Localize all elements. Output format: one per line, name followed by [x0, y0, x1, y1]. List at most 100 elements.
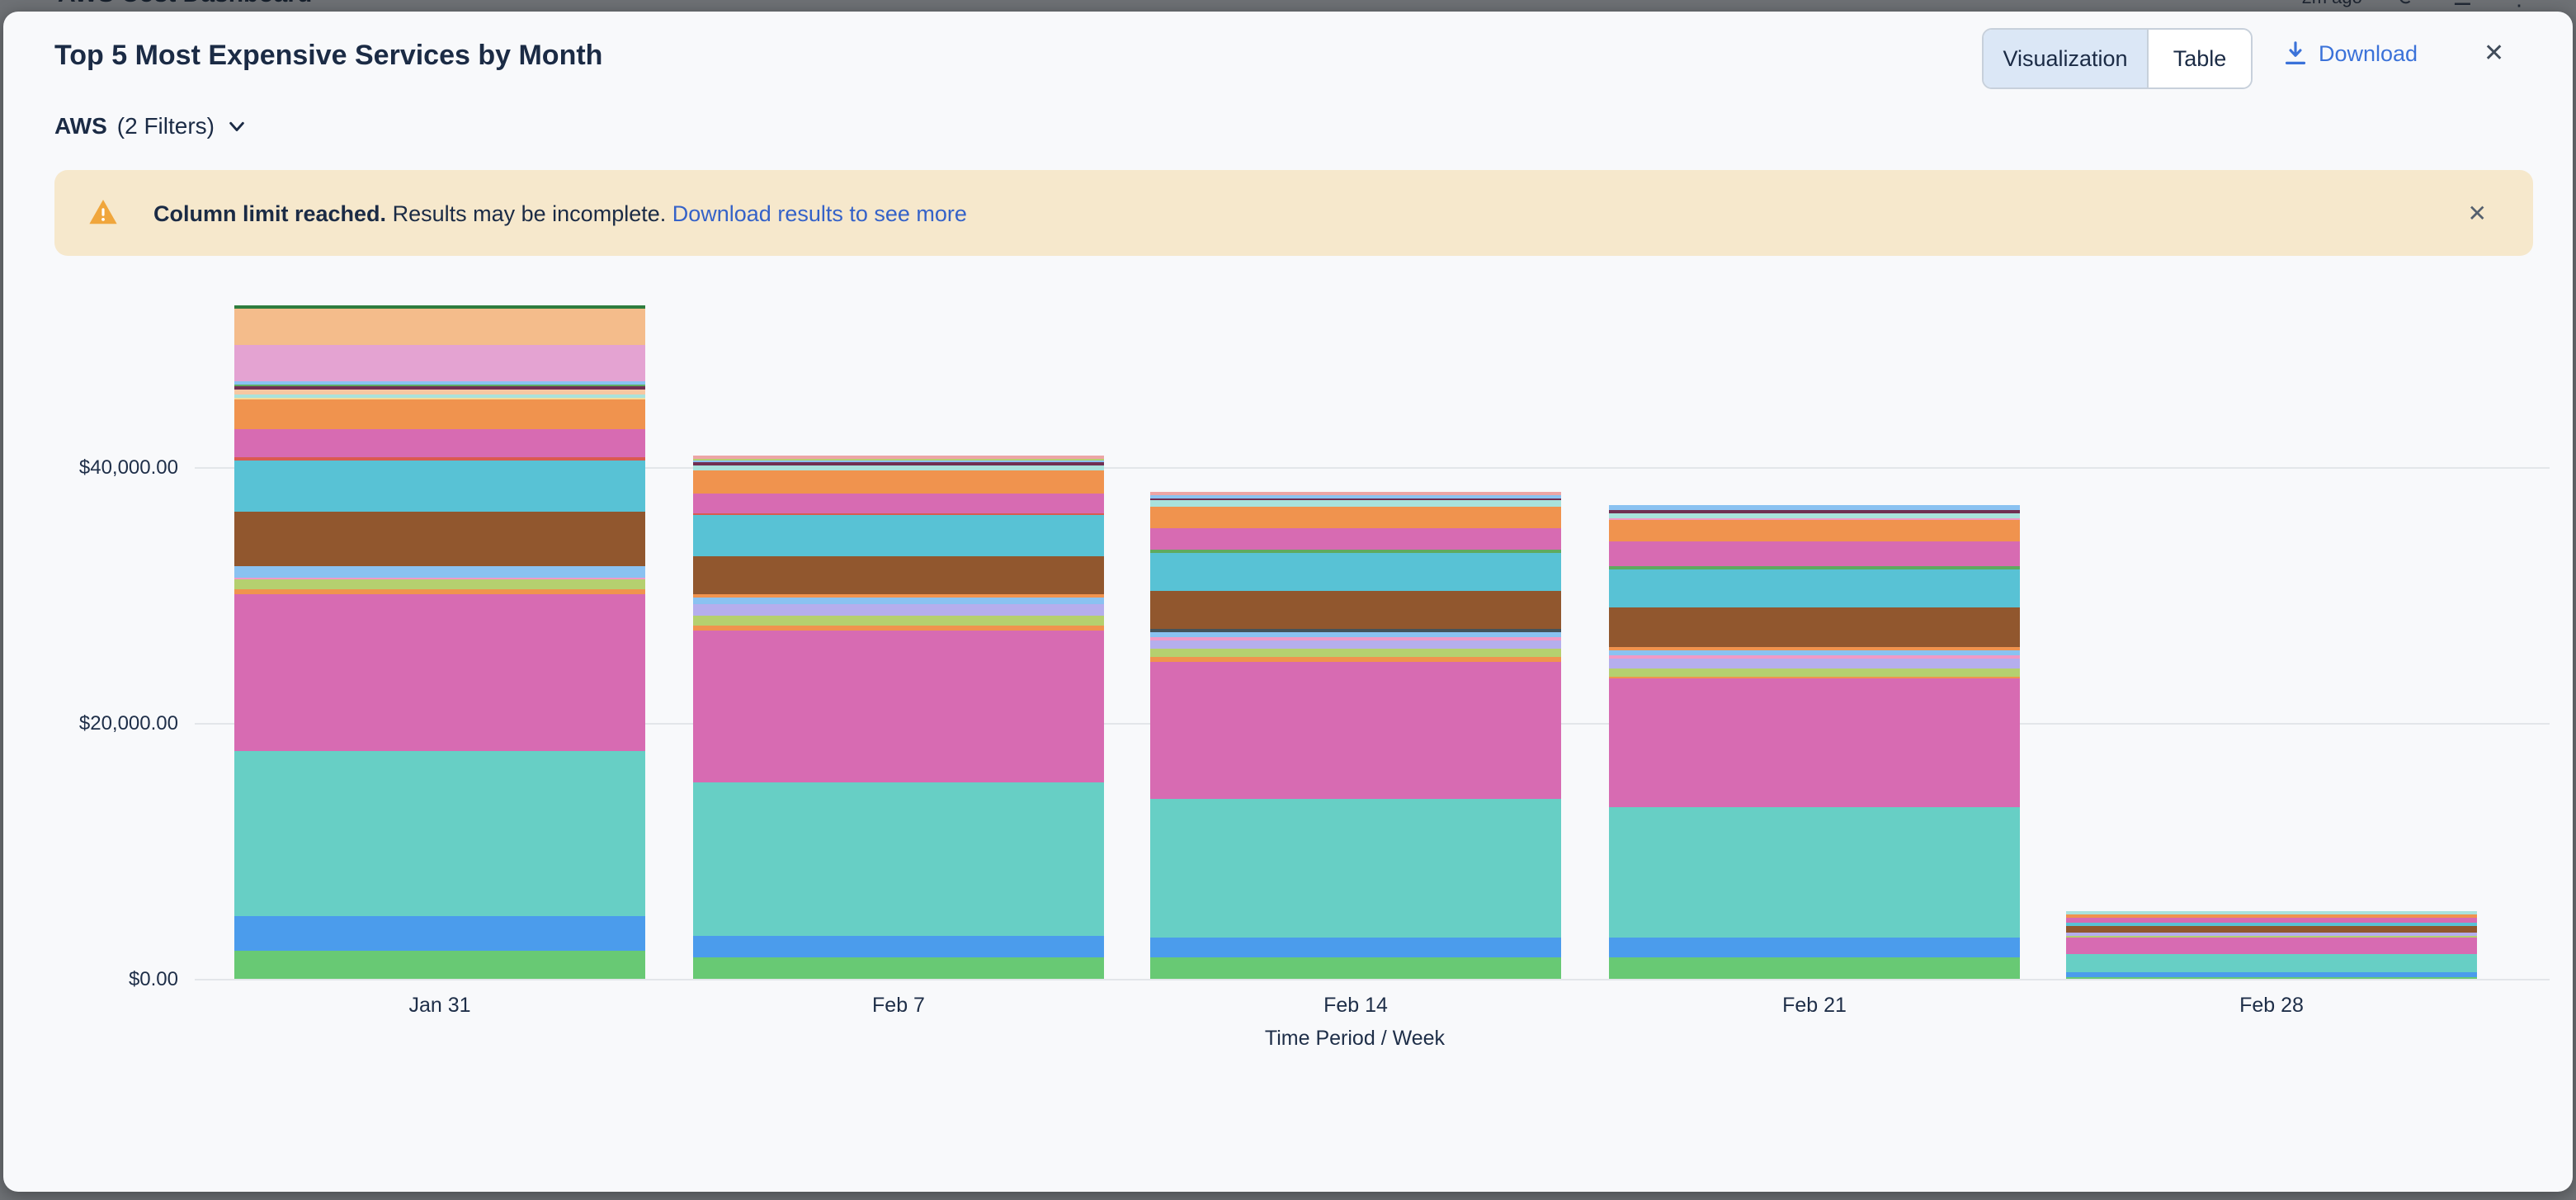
bar-segment[interactable] [1609, 659, 2020, 669]
bar-segment[interactable] [1609, 647, 2020, 650]
bar-segment[interactable] [2066, 922, 2477, 927]
bar-segment[interactable] [693, 957, 1104, 979]
bar-segment[interactable] [1150, 492, 1561, 495]
bar-segment[interactable] [693, 626, 1104, 631]
bar-segment[interactable] [693, 515, 1104, 556]
bar-segment[interactable] [693, 782, 1104, 937]
tab-visualization[interactable]: Visualization [1984, 30, 2149, 87]
bar-segment[interactable] [234, 398, 645, 400]
bar-segment[interactable] [234, 456, 645, 461]
bar-segment[interactable] [693, 465, 1104, 471]
bar-segment[interactable] [1609, 807, 2020, 938]
bar-segment[interactable] [1150, 506, 1561, 529]
bar-segment[interactable] [1150, 637, 1561, 641]
bar-segment[interactable] [1150, 500, 1561, 507]
bar-segment[interactable] [2066, 932, 2477, 936]
bar-segment[interactable] [234, 750, 645, 917]
bar-segment[interactable] [693, 604, 1104, 616]
bar-segment[interactable] [234, 305, 645, 309]
bar-segment[interactable] [234, 390, 645, 394]
bar-segment[interactable] [693, 615, 1104, 626]
bar-segment[interactable] [1150, 656, 1561, 663]
banner-close-icon[interactable]: ✕ [2467, 200, 2487, 226]
filter-dropdown[interactable]: AWS (2 Filters) [54, 112, 246, 139]
bar-segment[interactable] [1609, 957, 2020, 979]
bar-segment[interactable] [234, 565, 645, 578]
bar-segment[interactable] [1609, 678, 2020, 808]
bar-segment[interactable] [1150, 528, 1561, 550]
bar-segment[interactable] [234, 399, 645, 429]
bar-segment[interactable] [693, 461, 1104, 463]
bar-segment[interactable] [693, 493, 1104, 514]
bar-segment[interactable] [1609, 937, 2020, 957]
bar-segment[interactable] [1150, 629, 1561, 633]
bar-segment[interactable] [2066, 935, 2477, 938]
close-icon[interactable]: ✕ [2484, 40, 2505, 68]
bar-segment[interactable] [1150, 957, 1561, 979]
bar-segment[interactable] [1609, 569, 2020, 608]
bar-segment[interactable] [1609, 518, 2020, 521]
bar-segment[interactable] [693, 470, 1104, 494]
bar-segment[interactable] [1150, 662, 1561, 800]
bar-segment[interactable] [234, 385, 645, 387]
bar-segment[interactable] [1609, 655, 2020, 659]
bar-segment[interactable] [234, 460, 645, 512]
bar-segment[interactable] [693, 555, 1104, 595]
bar-segment[interactable] [693, 630, 1104, 782]
bar-segment[interactable] [1150, 632, 1561, 638]
bar-segment[interactable] [1150, 498, 1561, 501]
bar-segment[interactable] [1609, 541, 2020, 566]
bar-segment[interactable] [693, 598, 1104, 605]
bar-segment[interactable] [693, 459, 1104, 461]
bar-segment[interactable] [2066, 977, 2477, 979]
bar-segment[interactable] [234, 950, 645, 979]
bar-segment[interactable] [2066, 971, 2477, 977]
bar-segment[interactable] [234, 577, 645, 579]
bar-segment[interactable] [1150, 591, 1561, 630]
bar-segment[interactable] [693, 936, 1104, 958]
bar-segment[interactable] [234, 579, 645, 590]
bar-segment[interactable] [2066, 914, 2477, 919]
bar-segment[interactable] [1609, 504, 2020, 510]
download-button[interactable]: Download [2284, 41, 2418, 66]
bar-segment[interactable] [234, 380, 645, 385]
bar-segment[interactable] [1150, 640, 1561, 649]
bar-segment[interactable] [1150, 648, 1561, 657]
tab-table[interactable]: Table [2149, 30, 2251, 87]
bar-segment[interactable] [1609, 668, 2020, 677]
bar-segment[interactable] [234, 309, 645, 345]
bar-segment[interactable] [1609, 676, 2020, 679]
bar-segment[interactable] [234, 394, 645, 399]
bar-segment[interactable] [693, 456, 1104, 460]
banner-download-link[interactable]: Download results to see more [672, 201, 967, 226]
bar-segment[interactable] [1609, 566, 2020, 569]
bar-segment[interactable] [2066, 910, 2477, 914]
bar-feb-7[interactable] [693, 456, 1104, 979]
bar-segment[interactable] [1150, 552, 1561, 592]
bar-segment[interactable] [2066, 953, 2477, 972]
bar-segment[interactable] [234, 916, 645, 951]
bar-segment[interactable] [2066, 937, 2477, 954]
bar-segment[interactable] [1150, 494, 1561, 498]
bar-segment[interactable] [1609, 650, 2020, 656]
bar-segment[interactable] [234, 589, 645, 594]
bar-segment[interactable] [234, 593, 645, 751]
bar-segment[interactable] [2066, 926, 2477, 933]
bar-segment[interactable] [1150, 937, 1561, 957]
bar-segment[interactable] [1609, 510, 2020, 513]
bar-segment[interactable] [1609, 607, 2020, 648]
bar-feb-14[interactable] [1150, 492, 1561, 979]
bar-segment[interactable] [234, 344, 645, 381]
bar-segment[interactable] [234, 428, 645, 457]
bar-jan-31[interactable] [234, 305, 645, 979]
bar-segment[interactable] [1150, 799, 1561, 938]
bar-segment[interactable] [693, 513, 1104, 516]
bar-segment[interactable] [2066, 918, 2477, 923]
bar-segment[interactable] [234, 386, 645, 390]
bar-feb-28[interactable] [2066, 910, 2477, 979]
bar-segment[interactable] [1150, 550, 1561, 553]
bar-segment[interactable] [1609, 520, 2020, 542]
bar-segment[interactable] [693, 462, 1104, 465]
bar-segment[interactable] [693, 594, 1104, 598]
bar-segment[interactable] [1609, 513, 2020, 519]
